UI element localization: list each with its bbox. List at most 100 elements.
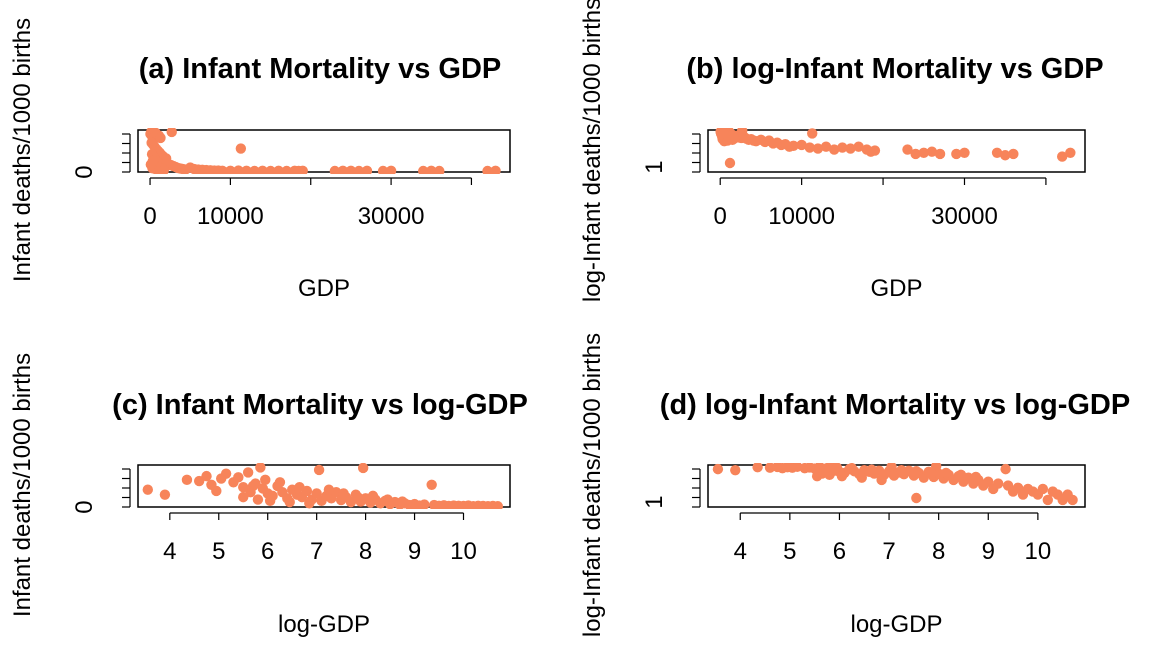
y-tick-label: 0 xyxy=(71,500,98,513)
data-point xyxy=(337,165,349,174)
scatter-points xyxy=(715,128,1076,169)
data-point xyxy=(856,472,867,483)
data-point xyxy=(329,165,341,174)
x-axis-label: log-GDP xyxy=(850,611,942,638)
data-point xyxy=(311,488,322,499)
x-tick-label: 30000 xyxy=(358,203,425,230)
data-point xyxy=(158,165,169,174)
data-point xyxy=(426,479,437,490)
chart-title: (c) Infant Mortality vs log-GDP xyxy=(112,389,528,421)
x-tick-label: 10 xyxy=(1025,538,1052,565)
data-point xyxy=(1008,148,1019,160)
data-point xyxy=(345,165,357,174)
data-point xyxy=(1067,494,1078,506)
data-point xyxy=(959,147,970,158)
data-point xyxy=(304,498,315,509)
chart-title: (b) log-Infant Mortality vs GDP xyxy=(686,53,1103,85)
data-point xyxy=(992,478,1004,489)
x-tick-label: 7 xyxy=(310,538,323,565)
data-point xyxy=(492,501,503,509)
data-point xyxy=(1000,463,1011,475)
data-point xyxy=(273,165,284,174)
data-point xyxy=(419,499,430,509)
data-point xyxy=(193,475,205,487)
data-point xyxy=(255,463,266,473)
data-point xyxy=(911,492,922,504)
y-tick-label: 0 xyxy=(71,165,98,178)
y-tick-label: 1 xyxy=(641,160,668,173)
data-point xyxy=(159,489,171,500)
data-point xyxy=(338,488,349,499)
scatter-points xyxy=(712,463,1078,506)
data-point xyxy=(820,141,832,152)
data-point xyxy=(940,467,952,479)
data-point xyxy=(238,482,249,493)
panel-a: (a) Infant Mortality vs GDP GDP Infant dea… xyxy=(9,18,511,302)
x-tick-label: 9 xyxy=(408,538,421,565)
x-tick-label: 0 xyxy=(714,203,727,230)
data-point xyxy=(482,165,493,174)
y-axis-label: Infant deaths/1000 births xyxy=(9,18,36,282)
y-axis-label: log-Infant deaths/1000 births xyxy=(579,333,606,637)
data-point xyxy=(284,496,295,508)
x-axis-label: log-GDP xyxy=(278,611,370,638)
data-point xyxy=(249,165,260,174)
data-point xyxy=(737,128,748,137)
panel-b: (b) log-Infant Mortality vs GDP GDP log-In… xyxy=(579,0,1104,302)
y-axis-label: Infant deaths/1000 births xyxy=(9,353,36,617)
data-point xyxy=(233,472,244,483)
plot-frame xyxy=(137,129,511,173)
x-tick-label: 4 xyxy=(734,538,747,565)
data-point xyxy=(382,494,393,505)
x-tick-label: 8 xyxy=(932,538,945,565)
data-point xyxy=(313,464,325,476)
data-point xyxy=(426,165,437,174)
data-point xyxy=(1065,147,1076,158)
data-point xyxy=(724,157,736,169)
data-point xyxy=(911,466,922,477)
x-tick-label: 9 xyxy=(982,538,995,565)
data-point xyxy=(728,133,740,144)
data-point xyxy=(918,147,929,158)
data-point xyxy=(281,165,292,174)
data-point xyxy=(257,165,268,174)
data-point xyxy=(181,474,193,486)
data-point xyxy=(812,143,824,154)
data-point xyxy=(241,165,252,174)
data-point xyxy=(247,480,259,492)
data-point xyxy=(274,477,286,488)
data-point xyxy=(377,165,389,174)
data-point xyxy=(853,141,864,152)
chart-title: (a) Infant Mortality vs GDP xyxy=(139,53,502,85)
x-tick-label: 5 xyxy=(783,538,796,565)
data-point xyxy=(211,485,222,497)
data-point xyxy=(926,146,938,157)
x-tick-label: 10000 xyxy=(768,203,835,230)
data-point xyxy=(397,496,408,507)
data-point xyxy=(819,463,830,475)
plot-frame xyxy=(137,464,511,508)
data-point xyxy=(951,148,962,160)
data-point xyxy=(837,142,848,153)
data-point xyxy=(294,482,305,493)
y-tick-label: 1 xyxy=(641,495,668,508)
data-point xyxy=(902,144,913,155)
data-point xyxy=(926,468,937,479)
data-point xyxy=(142,484,153,495)
data-point xyxy=(845,143,856,154)
data-point xyxy=(829,144,840,155)
data-point xyxy=(836,471,848,482)
data-point xyxy=(490,165,501,174)
x-tick-label: 8 xyxy=(359,538,372,565)
data-point xyxy=(238,491,249,503)
data-point xyxy=(1037,483,1049,495)
data-point xyxy=(991,147,1003,158)
data-point xyxy=(796,139,807,151)
data-point xyxy=(361,165,373,174)
data-point xyxy=(155,132,166,144)
x-tick-label: 30000 xyxy=(931,203,998,230)
data-point xyxy=(353,165,365,174)
data-point xyxy=(804,142,815,153)
data-point xyxy=(166,128,177,138)
